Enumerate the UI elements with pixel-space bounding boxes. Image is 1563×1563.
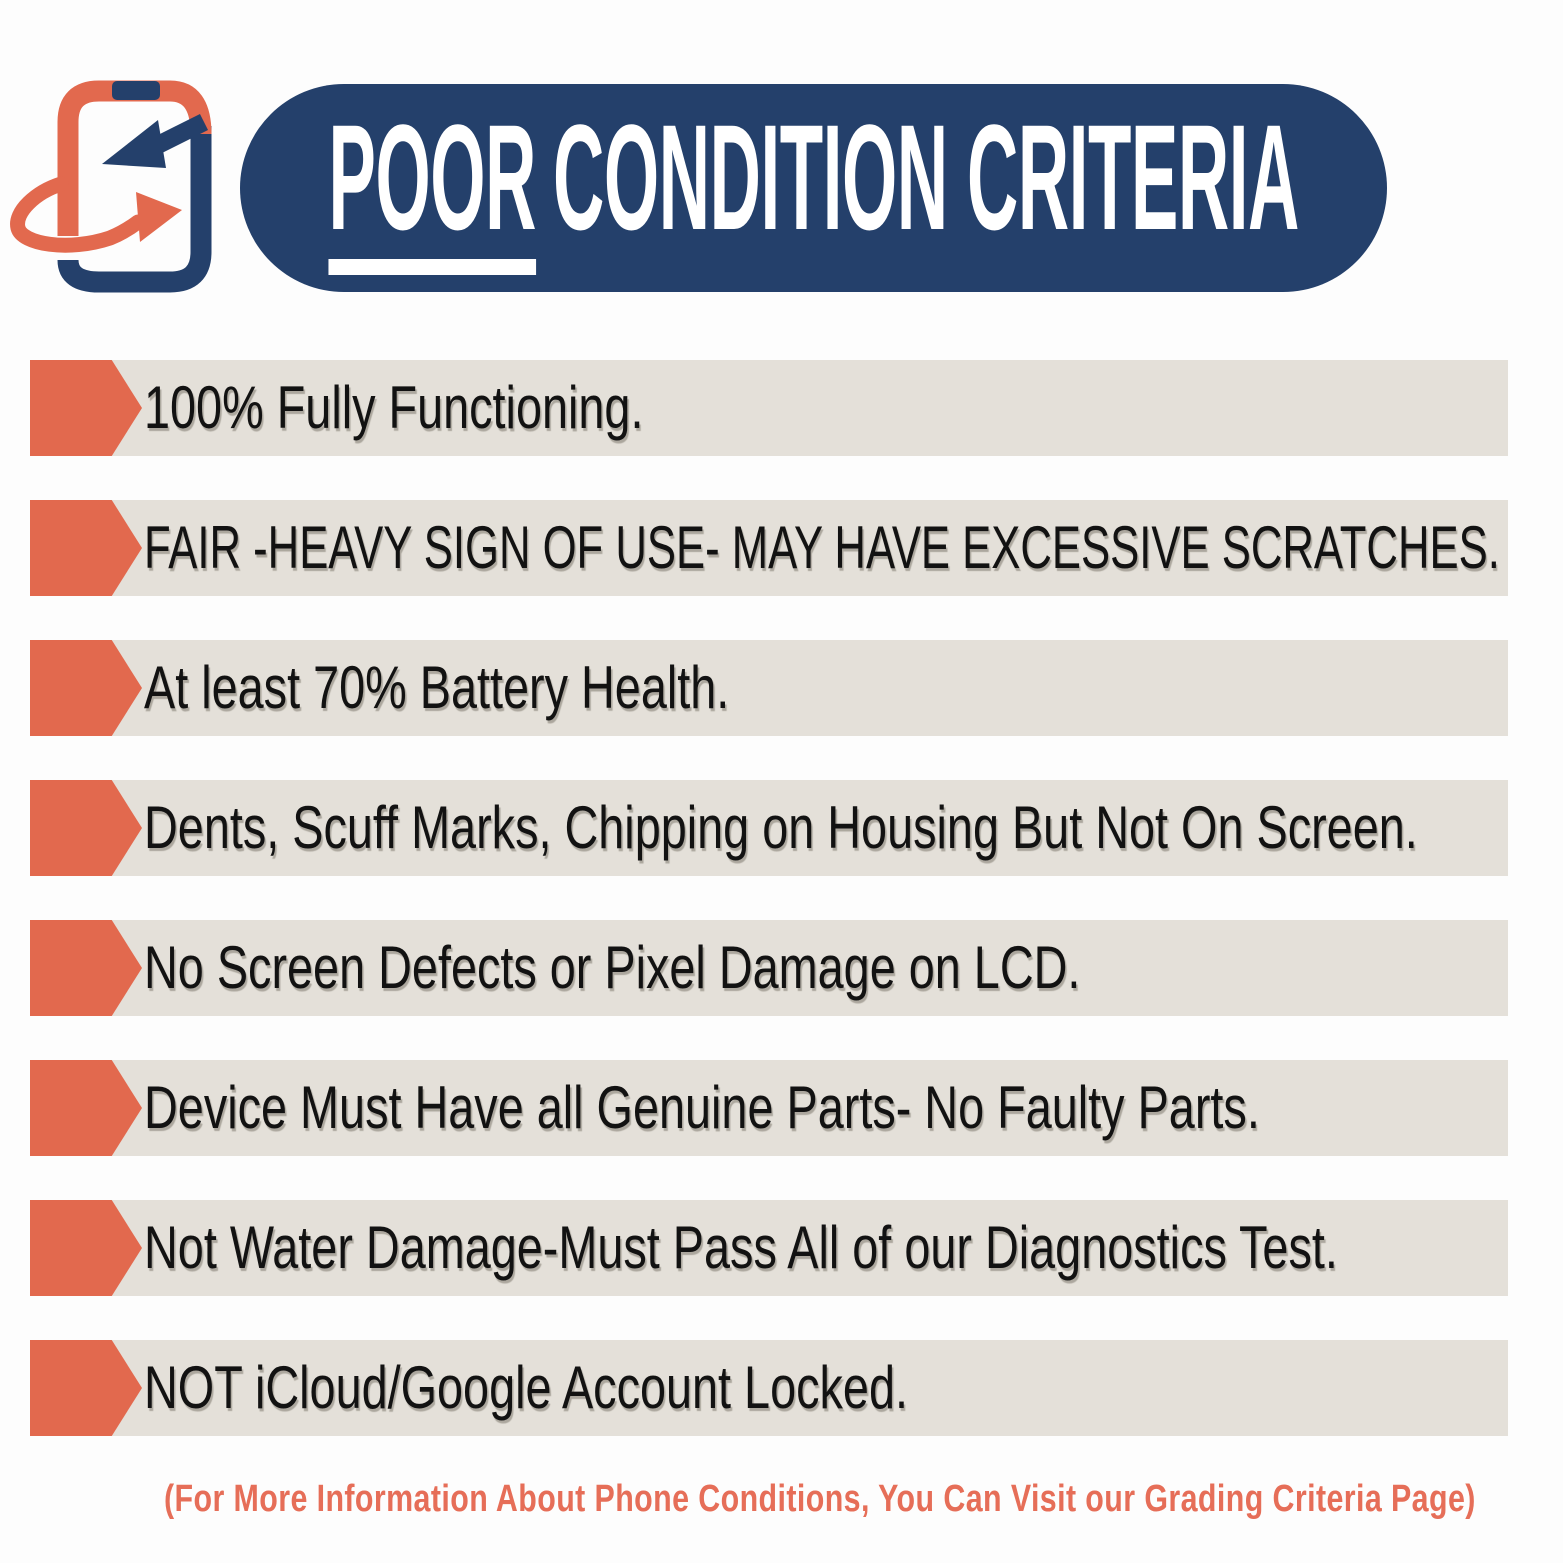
criteria-text-1: 100% Fully Functioning. [144,374,644,441]
criteria-text-8: NOT iCloud/Google Account Locked. [144,1354,908,1421]
criteria-row-2: FAIR -HEAVY SIGN OF USE- MAY HAVE EXCESS… [30,500,1508,596]
arrow-marker-icon [30,500,142,596]
header: POOR CONDITION CRITERIA [0,0,1563,296]
arrow-marker-icon [30,1060,142,1156]
criteria-text-2: FAIR -HEAVY SIGN OF USE- MAY HAVE EXCESS… [144,514,1500,581]
criteria-text-6: Device Must Have all Genuine Parts- No F… [144,1074,1260,1141]
arrow-marker-icon [30,1340,142,1436]
title-rest: CONDITION CRITERIA [552,92,1299,261]
criteria-text-3: At least 70% Battery Health. [144,654,730,721]
criteria-text-4: Dents, Scuff Marks, Chipping on Housing … [144,794,1418,861]
criteria-list: 100% Fully Functioning. FAIR -HEAVY SIGN… [0,360,1563,1436]
arrow-marker-icon [30,920,142,1016]
criteria-text-7: Not Water Damage-Must Pass All of our Di… [144,1214,1338,1281]
criteria-row-7: Not Water Damage-Must Pass All of our Di… [30,1200,1508,1296]
footer-note: (For More Information About Phone Condit… [163,1478,1476,1520]
footer: (For More Information About Phone Condit… [0,1478,1563,1521]
title-word-poor: POOR [328,102,536,275]
arrow-marker-icon [30,360,142,456]
criteria-row-6: Device Must Have all Genuine Parts- No F… [30,1060,1508,1156]
criteria-row-3: At least 70% Battery Health. [30,640,1508,736]
criteria-text-5: No Screen Defects or Pixel Damage on LCD… [144,934,1081,1001]
arrow-marker-icon [30,780,142,876]
arrow-marker-icon [30,1200,142,1296]
title-banner: POOR CONDITION CRITERIA [240,84,1387,292]
phone-trade-in-swap-icon [10,80,212,293]
criteria-row-8: NOT iCloud/Google Account Locked. [30,1340,1508,1436]
criteria-row-1: 100% Fully Functioning. [30,360,1508,456]
arrow-marker-icon [30,640,142,736]
criteria-row-4: Dents, Scuff Marks, Chipping on Housing … [30,780,1508,876]
page-title: POOR CONDITION CRITERIA [328,92,1299,275]
criteria-row-5: No Screen Defects or Pixel Damage on LCD… [30,920,1508,1016]
